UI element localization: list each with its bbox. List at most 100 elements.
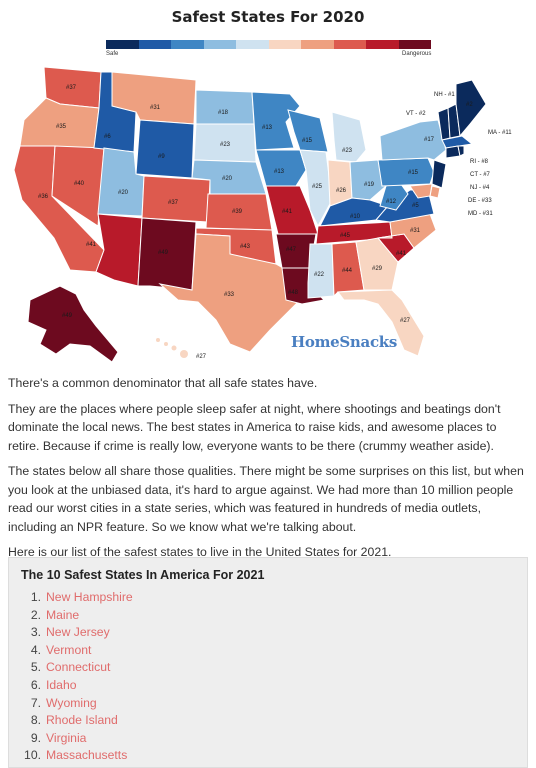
- list-intro-paragraph: Here is our list of the safest states to…: [8, 545, 392, 559]
- label-al: #44: [342, 268, 353, 274]
- legend-swatch: [236, 40, 269, 49]
- state-nc: [377, 213, 437, 249]
- list-item: 2. Maine: [9, 607, 133, 625]
- callout-de: DE - #33: [468, 198, 492, 204]
- label-ga: #29: [372, 266, 383, 272]
- list-number: 10.: [24, 748, 41, 763]
- state-link[interactable]: New Hampshire: [46, 590, 133, 604]
- state-link[interactable]: Vermont: [46, 642, 92, 657]
- state-link[interactable]: Maine: [46, 607, 80, 622]
- list-number: 1.: [30, 590, 41, 604]
- label-wi: #15: [302, 138, 313, 144]
- list-title: The 10 Safest States In America For 2021: [21, 568, 265, 582]
- us-map: #37 #35 #36 #40 #6 #31 #9 #20 #41 #37 #4…: [13, 66, 512, 363]
- label-ia: #13: [274, 169, 285, 175]
- label-nd: #18: [218, 110, 229, 116]
- list-item: 5. Connecticut: [9, 659, 133, 677]
- state-wi: [287, 109, 329, 153]
- state-ak: [27, 285, 119, 363]
- label-az: #41: [86, 242, 97, 248]
- state-link[interactable]: New Jersey: [46, 625, 110, 640]
- list-number: 4.: [30, 642, 41, 657]
- label-id: #6: [104, 134, 111, 140]
- body-paragraph: The states below all share those qualiti…: [8, 464, 524, 534]
- state-pa: [377, 157, 435, 187]
- list-item: 9. Virginia: [9, 730, 133, 748]
- state-ri: [457, 145, 465, 157]
- label-ky: #10: [350, 214, 361, 220]
- list-item: 4. Vermont: [9, 642, 133, 660]
- state-nj: [431, 159, 447, 189]
- label-ok: #43: [240, 244, 251, 250]
- legend-swatch: [203, 40, 236, 49]
- state-fl: [337, 289, 425, 357]
- list-item: 7. Wyoming: [9, 695, 133, 713]
- label-ne: #20: [222, 176, 233, 182]
- safety-map: Safest States For 2020 Safe Dangerous: [0, 0, 536, 370]
- callout-vt: VT - #2: [406, 111, 426, 117]
- state-ny: [379, 119, 447, 161]
- state-co: [141, 175, 211, 223]
- list-item: 10. Massachusetts: [9, 747, 133, 765]
- label-or: #35: [56, 124, 67, 130]
- label-ak: #49: [62, 313, 73, 319]
- legend-swatch: [138, 40, 171, 49]
- label-ca: #36: [38, 194, 49, 200]
- label-in: #26: [336, 188, 347, 194]
- label-me: #2: [466, 102, 473, 108]
- homesnacks-logo: HomeSnacks: [291, 333, 398, 351]
- state-link[interactable]: Wyoming: [46, 695, 97, 710]
- list-item: 6. Idaho: [9, 677, 133, 695]
- label-tn: #45: [340, 233, 351, 239]
- list-number: 6.: [30, 677, 41, 692]
- label-tx: #33: [224, 292, 235, 298]
- state-md: [409, 183, 433, 199]
- state-ms: [307, 243, 335, 299]
- legend-swatch: [366, 40, 399, 49]
- list-number: 9.: [30, 730, 41, 745]
- map-title: Safest States For 2020: [171, 8, 365, 26]
- label-ar: #47: [286, 247, 297, 253]
- state-al: [331, 241, 365, 298]
- state-link[interactable]: Idaho: [46, 677, 77, 692]
- list-item: 3. New Jersey: [9, 624, 133, 642]
- label-sc: #41: [396, 251, 407, 257]
- state-hi: [156, 338, 188, 358]
- callout-ma: MA - #11: [488, 130, 512, 136]
- state-link[interactable]: Massachusetts: [46, 748, 128, 763]
- callout-nj: NJ - #4: [470, 185, 490, 191]
- body-paragraph: They are the places where people sleep s…: [8, 401, 501, 453]
- label-va: #5: [412, 203, 419, 209]
- legend-swatch: [398, 40, 431, 49]
- list-number: 2.: [30, 607, 41, 622]
- state-ga: [355, 237, 399, 291]
- label-fl: #27: [400, 318, 411, 324]
- state-link[interactable]: Connecticut: [46, 660, 111, 675]
- state-nv: [51, 145, 105, 227]
- label-mi: #23: [342, 148, 353, 154]
- callout-md: MD - #31: [468, 211, 493, 217]
- legend-swatch: [301, 40, 334, 49]
- label-co: #37: [168, 200, 179, 206]
- state-wy: [135, 119, 195, 179]
- label-ut: #20: [118, 190, 129, 196]
- label-mn: #13: [262, 125, 273, 131]
- legend-swatch: [268, 40, 301, 49]
- list-number: 3.: [30, 625, 41, 640]
- list-number: 7.: [30, 695, 41, 710]
- map-legend: [106, 40, 431, 49]
- state-link[interactable]: Virginia: [46, 730, 87, 745]
- legend-safe-label: Safe: [106, 51, 119, 57]
- legend-swatch: [106, 40, 139, 49]
- state-link[interactable]: Rhode Island: [46, 713, 118, 728]
- list-number: 5.: [30, 660, 41, 675]
- state-ma: [441, 135, 474, 149]
- list-item: 8. Rhode Island: [9, 712, 133, 730]
- label-wv: #12: [386, 199, 397, 205]
- callout-ct: CT - #7: [470, 172, 491, 178]
- label-wy: #9: [158, 154, 165, 160]
- callout-nh: NH - #1: [434, 92, 455, 98]
- label-ks: #39: [232, 209, 243, 215]
- legend-swatch: [333, 40, 366, 49]
- label-pa: #15: [408, 170, 419, 176]
